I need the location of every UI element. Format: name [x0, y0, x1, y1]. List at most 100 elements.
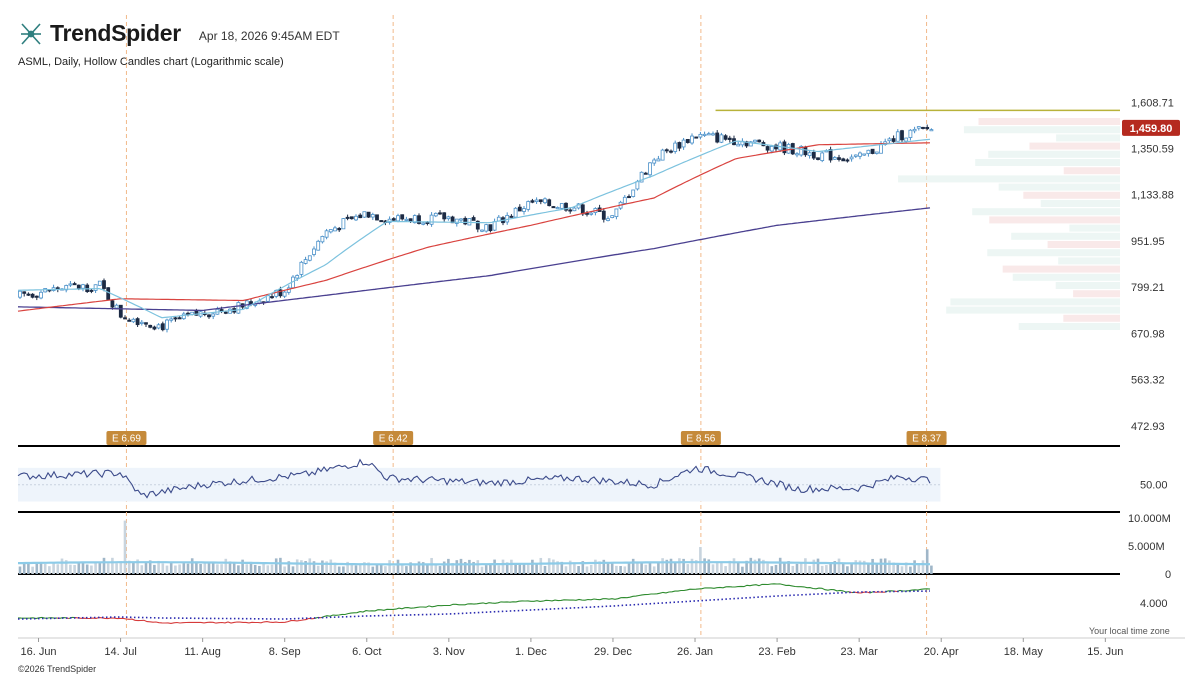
candle-body: [774, 144, 778, 150]
y-tick-label: 1,350.59: [1131, 143, 1174, 155]
last-price-badge: [1122, 119, 1180, 136]
volume-bar: [43, 563, 47, 574]
volume-bar: [132, 561, 135, 574]
y-tick-label: 799.21: [1131, 282, 1165, 294]
volume-bar: [552, 559, 555, 574]
volume-bar: [468, 559, 471, 574]
candle-body: [866, 149, 871, 154]
candle-body: [601, 210, 606, 220]
volume-bar: [287, 561, 291, 574]
obv-tick-label: 4.000: [1140, 598, 1168, 610]
volume-bar: [573, 562, 576, 574]
volume-bar: [753, 559, 757, 574]
candle-body: [874, 151, 879, 154]
volume-bar: [825, 565, 828, 574]
volume-bar: [64, 560, 68, 574]
candle-body: [858, 152, 862, 157]
candle-body: [139, 321, 144, 324]
obv-line: [74, 617, 316, 624]
candle-body: [904, 137, 909, 142]
x-tick-label: 15. Jun: [1087, 646, 1123, 658]
volume-bar: [396, 559, 400, 574]
y-tick-label: 670.98: [1131, 328, 1165, 340]
volume-bar: [52, 562, 55, 574]
volume-profile-bar: [987, 249, 1120, 257]
candle-body: [144, 322, 148, 325]
candle-body: [123, 317, 127, 320]
volume-bar: [858, 560, 862, 574]
candle-body: [627, 196, 631, 199]
volume-profile-bar: [1023, 191, 1120, 199]
candle-body: [299, 261, 304, 275]
volume-bar: [749, 557, 753, 574]
volume-bar: [119, 561, 123, 574]
volume-bar: [724, 566, 727, 574]
candle-body: [358, 214, 363, 219]
volume-profile-bar: [1047, 241, 1120, 248]
candle-body: [156, 324, 161, 329]
candle-body: [555, 207, 560, 210]
volume-profile-bar: [1012, 273, 1120, 281]
candle-body: [320, 236, 325, 243]
volume-bar: [321, 560, 324, 574]
candle-body: [929, 129, 934, 132]
volume-bar: [841, 562, 845, 574]
candle-body: [34, 295, 39, 298]
candle-body: [471, 217, 476, 221]
x-tick-label: 11. Aug: [184, 646, 221, 658]
volume-bar: [333, 562, 337, 574]
volume-bar: [342, 566, 345, 574]
candle-body: [660, 149, 665, 161]
candle-body: [908, 129, 913, 138]
volume-bar: [791, 565, 795, 574]
candle-body: [895, 131, 900, 142]
earnings-badge: [906, 431, 947, 445]
volume-profile-bar: [1055, 282, 1120, 289]
candle-body: [513, 207, 518, 218]
candle-body: [379, 220, 384, 223]
rsi-tick-label: 50.00: [1140, 480, 1168, 492]
candle-body: [316, 240, 321, 251]
volume-bar: [434, 564, 438, 574]
volume-bar: [564, 566, 568, 574]
x-tick-label: 26. Jan: [677, 646, 713, 658]
candle-body: [795, 153, 799, 156]
volume-bar: [111, 557, 114, 574]
volume-tick-label: 0: [1165, 569, 1171, 581]
volume-bar: [820, 565, 824, 574]
candle-body: [30, 293, 35, 298]
volume-profile-bar: [1018, 323, 1120, 330]
volume-bar: [480, 566, 484, 574]
volume-bar: [182, 563, 186, 574]
volume-bar: [325, 561, 328, 574]
candle-body: [307, 255, 312, 261]
volume-profile-bar: [989, 216, 1120, 224]
volume-bar: [505, 562, 509, 574]
candle-body: [114, 304, 119, 309]
candle-body: [488, 224, 493, 232]
candle-body: [870, 148, 875, 154]
candle-body: [816, 157, 820, 160]
volume-bar: [106, 563, 110, 574]
volume-bar: [262, 563, 265, 574]
volume-bar: [556, 561, 559, 574]
volume-bar: [615, 565, 618, 574]
earnings-label: E 8.37: [912, 434, 941, 445]
candle-body: [631, 189, 636, 197]
volume-bar: [694, 560, 698, 574]
volume-bar: [144, 562, 148, 574]
volume-bar: [115, 563, 118, 574]
candle-body: [177, 317, 182, 320]
volume-profile-bar: [963, 126, 1120, 134]
volume-bar: [375, 564, 379, 574]
volume-bar: [850, 564, 853, 574]
candle-body: [169, 318, 174, 321]
candle-body: [362, 211, 367, 218]
volume-bar: [329, 559, 333, 574]
volume-tick-label: 10.000M: [1128, 513, 1171, 525]
candle-body: [102, 280, 106, 289]
candle-body: [841, 158, 846, 162]
candle-body: [412, 215, 417, 224]
candle-body: [454, 218, 459, 224]
